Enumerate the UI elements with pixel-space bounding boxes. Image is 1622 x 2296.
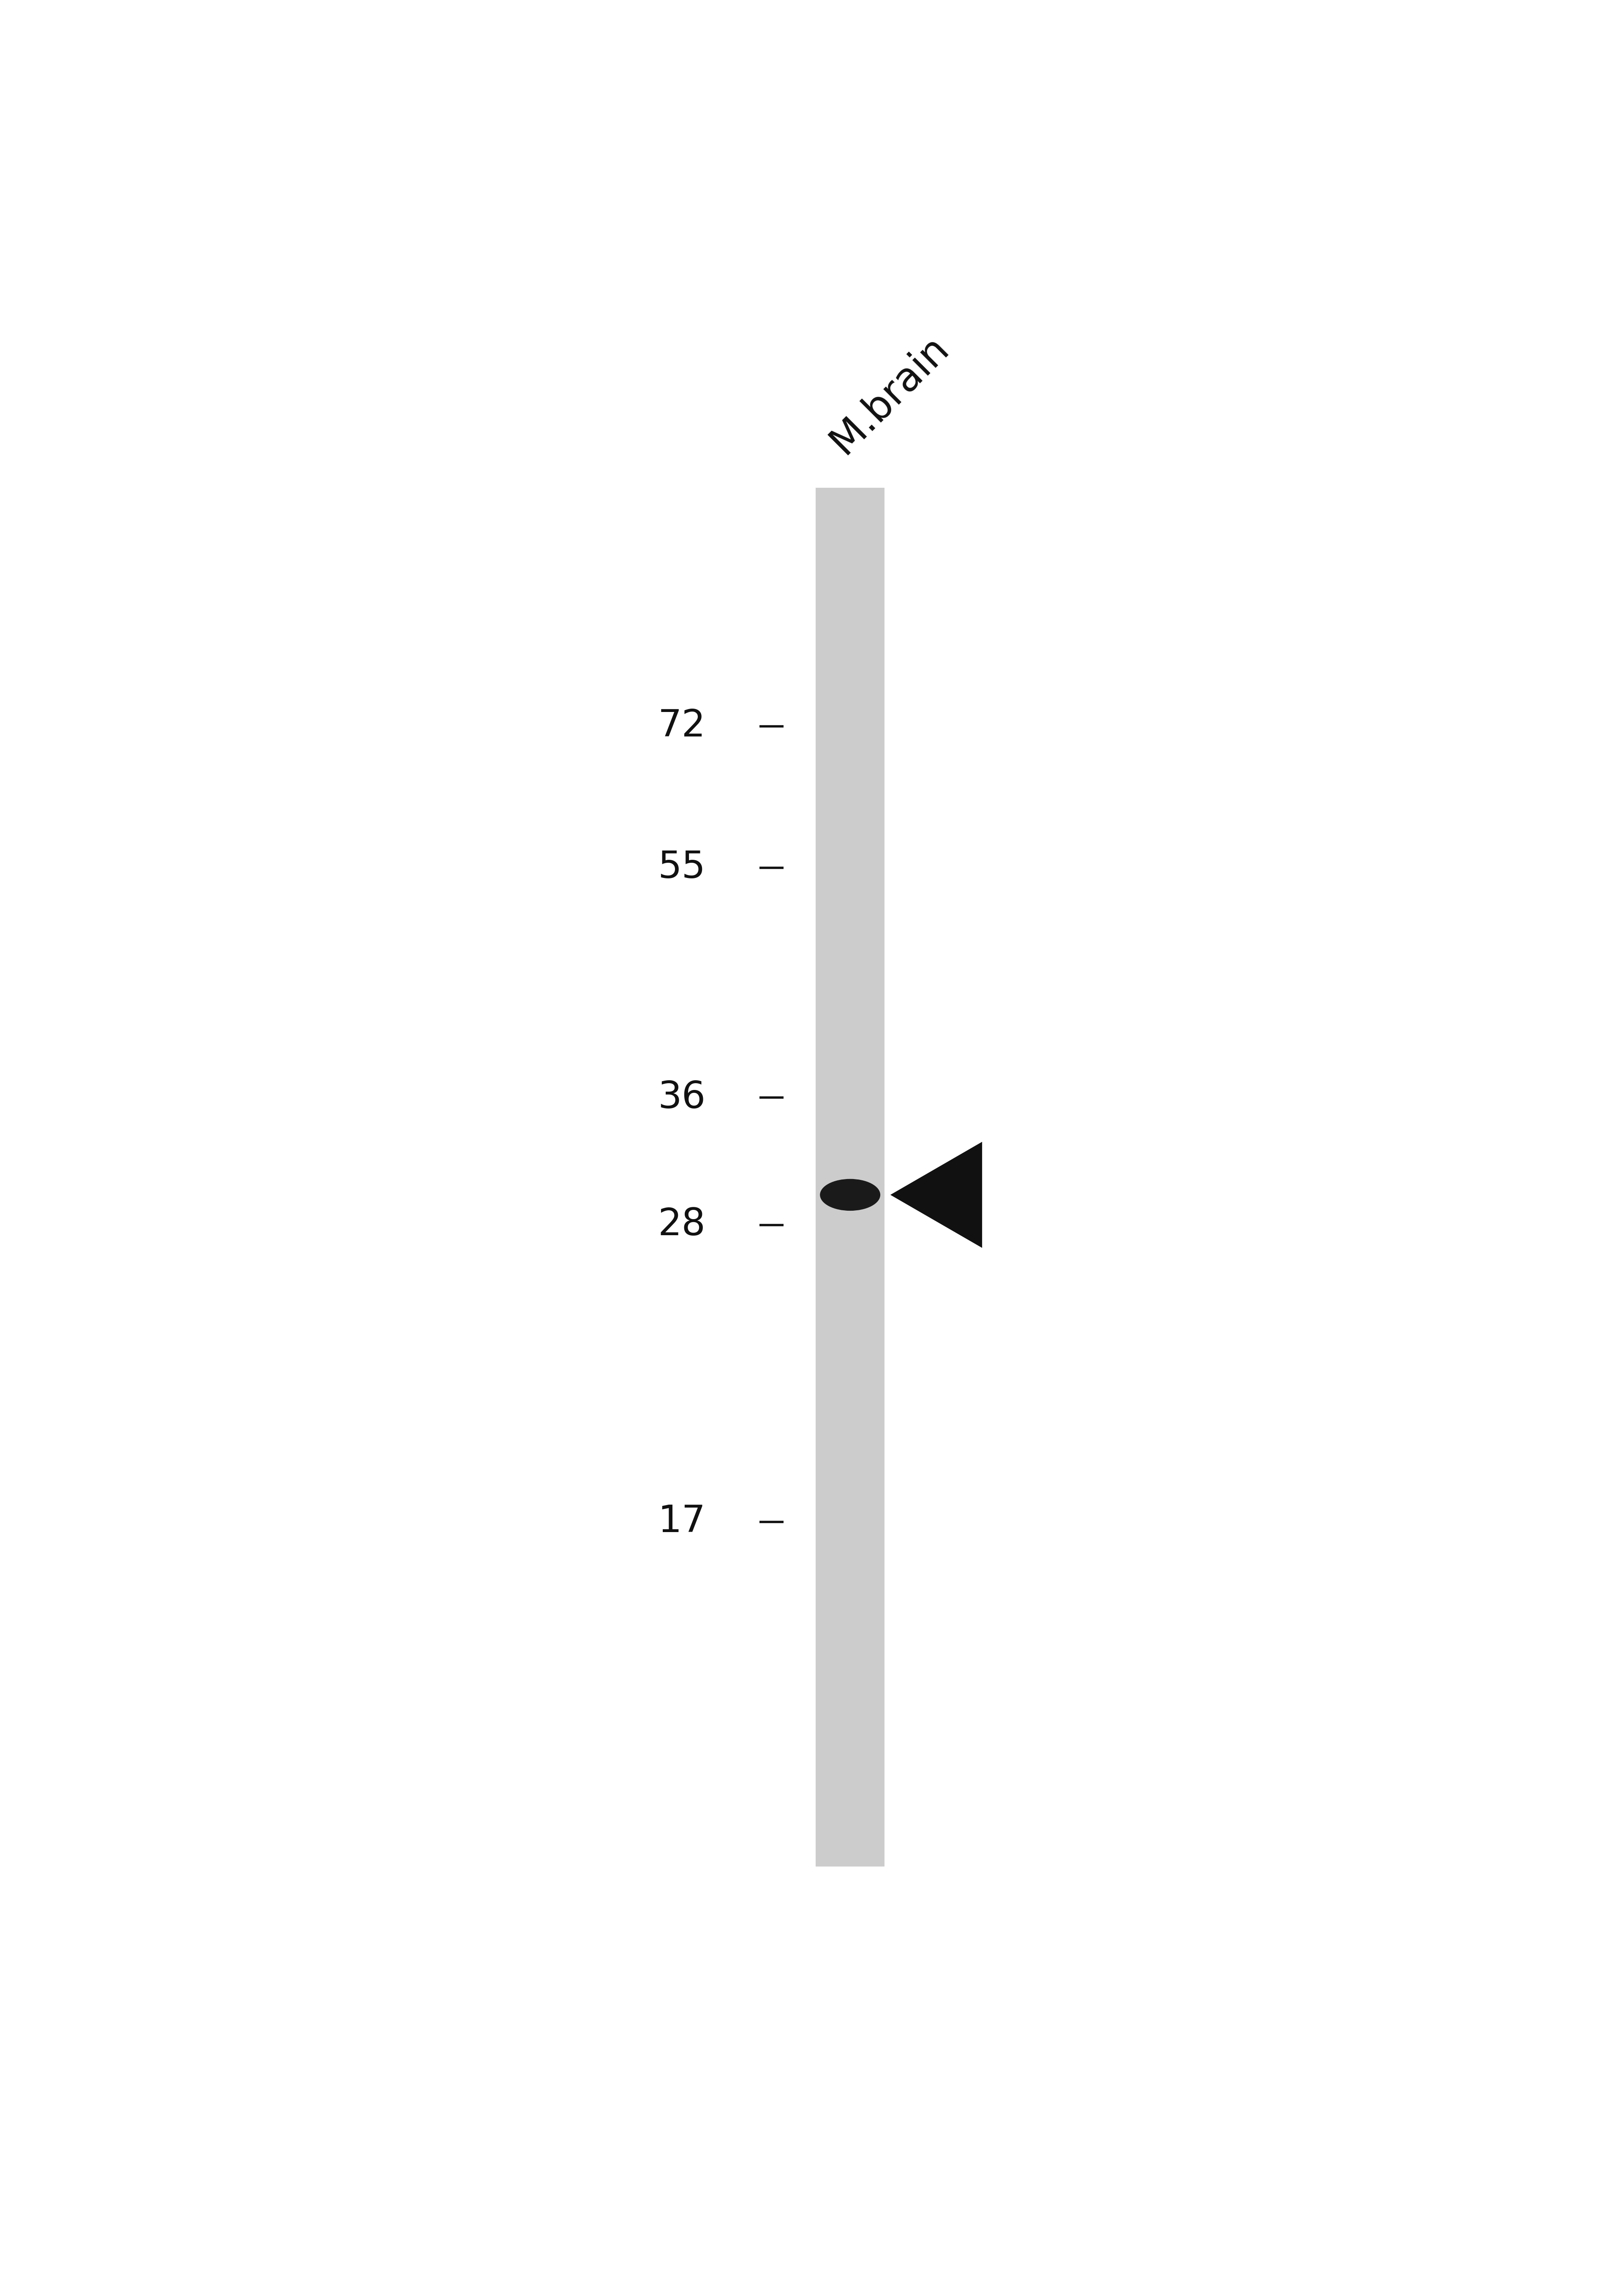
Text: 72: 72 — [659, 707, 706, 744]
Text: 55: 55 — [659, 850, 706, 886]
Text: 17: 17 — [659, 1504, 706, 1541]
Ellipse shape — [821, 1178, 881, 1210]
Bar — [816, 487, 884, 1867]
Text: 36: 36 — [659, 1079, 706, 1116]
Text: 28: 28 — [659, 1205, 706, 1242]
Text: M.brain: M.brain — [822, 328, 955, 461]
Polygon shape — [890, 1141, 981, 1249]
